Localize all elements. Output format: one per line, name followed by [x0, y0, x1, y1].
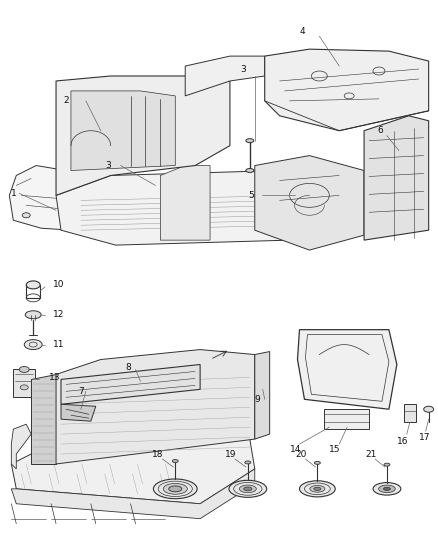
Text: 7: 7	[78, 387, 84, 396]
Text: 6: 6	[377, 126, 383, 135]
Ellipse shape	[19, 367, 29, 373]
Ellipse shape	[314, 462, 320, 464]
Polygon shape	[255, 156, 364, 250]
Text: 16: 16	[397, 437, 408, 446]
Polygon shape	[9, 166, 111, 230]
Ellipse shape	[24, 340, 42, 350]
Ellipse shape	[172, 459, 178, 463]
Ellipse shape	[244, 487, 252, 491]
Text: 1: 1	[11, 189, 17, 198]
Polygon shape	[61, 365, 200, 404]
Text: 14: 14	[290, 445, 301, 454]
Ellipse shape	[239, 485, 256, 492]
Ellipse shape	[384, 463, 390, 466]
Text: 20: 20	[296, 449, 307, 458]
Text: 5: 5	[248, 191, 254, 200]
Ellipse shape	[300, 481, 335, 497]
Polygon shape	[255, 352, 270, 439]
Polygon shape	[61, 404, 96, 421]
Text: 3: 3	[106, 161, 112, 170]
Polygon shape	[71, 91, 175, 171]
Polygon shape	[11, 424, 31, 469]
Ellipse shape	[378, 485, 395, 492]
Bar	[76, 101, 116, 131]
Polygon shape	[11, 429, 255, 504]
Ellipse shape	[424, 406, 434, 412]
Text: 21: 21	[365, 449, 376, 458]
Polygon shape	[56, 350, 255, 464]
Polygon shape	[56, 76, 230, 196]
Ellipse shape	[153, 479, 197, 499]
Ellipse shape	[26, 281, 40, 289]
Ellipse shape	[245, 461, 251, 464]
Text: 12: 12	[53, 310, 64, 319]
Polygon shape	[160, 166, 210, 240]
Ellipse shape	[25, 311, 41, 319]
Polygon shape	[31, 375, 56, 464]
Ellipse shape	[246, 168, 254, 173]
Text: 8: 8	[126, 363, 131, 372]
Polygon shape	[56, 171, 339, 245]
Text: 19: 19	[225, 449, 237, 458]
Ellipse shape	[246, 139, 254, 143]
Text: 13: 13	[49, 373, 60, 382]
Polygon shape	[364, 116, 429, 240]
Ellipse shape	[163, 483, 187, 494]
Text: 10: 10	[53, 280, 64, 289]
Text: 18: 18	[152, 449, 164, 458]
Bar	[371, 146, 386, 158]
Text: 17: 17	[419, 433, 430, 442]
Polygon shape	[265, 49, 429, 131]
Ellipse shape	[22, 213, 30, 218]
Bar	[81, 136, 116, 156]
Bar	[13, 369, 35, 397]
Ellipse shape	[383, 487, 390, 490]
Text: 3: 3	[240, 64, 246, 74]
Ellipse shape	[310, 486, 325, 492]
Text: 11: 11	[53, 340, 64, 349]
Polygon shape	[11, 469, 255, 519]
Ellipse shape	[314, 487, 321, 490]
Polygon shape	[324, 409, 369, 429]
Text: 15: 15	[329, 445, 341, 454]
Text: 4: 4	[300, 27, 305, 36]
Bar	[371, 166, 386, 177]
Ellipse shape	[169, 486, 182, 492]
Ellipse shape	[373, 482, 401, 495]
Polygon shape	[185, 56, 265, 96]
Bar	[404, 404, 416, 422]
Polygon shape	[297, 330, 397, 409]
Text: 9: 9	[255, 395, 261, 404]
Text: 2: 2	[63, 96, 69, 106]
Ellipse shape	[20, 385, 28, 390]
Ellipse shape	[229, 480, 267, 497]
